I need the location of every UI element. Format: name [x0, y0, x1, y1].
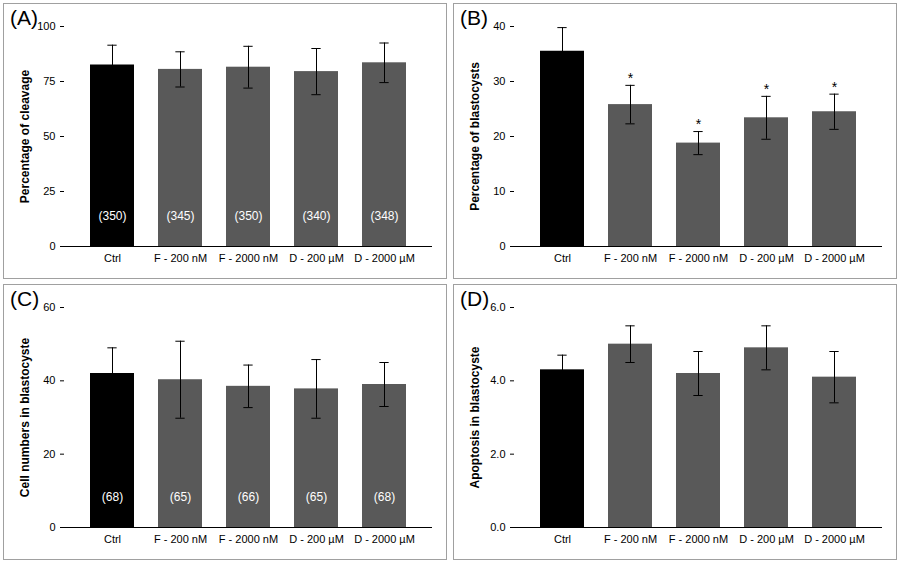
svg-text:(350): (350): [98, 209, 126, 223]
svg-text:Ctrl: Ctrl: [554, 533, 571, 545]
svg-text:D - 200 µM: D - 200 µM: [289, 533, 344, 545]
svg-text:*: *: [696, 116, 702, 132]
svg-text:20: 20: [43, 448, 55, 460]
html-text:(B): (B): [460, 6, 488, 29]
svg-text:(348): (348): [370, 209, 398, 223]
svg-text:F - 2000 nM: F - 2000 nM: [219, 533, 278, 545]
svg-text:(340): (340): [302, 209, 330, 223]
svg-text:6.0: 6.0: [490, 301, 505, 313]
svg-text:D - 200 µM: D - 200 µM: [289, 252, 344, 264]
svg-text:0: 0: [49, 521, 55, 533]
svg-text:50: 50: [43, 130, 55, 142]
svg-text:2.0: 2.0: [490, 448, 505, 460]
svg-text:(345): (345): [166, 209, 194, 223]
svg-text:75: 75: [43, 75, 55, 87]
svg-text:D - 2000 µM: D - 2000 µM: [354, 252, 415, 264]
svg-text:30: 30: [493, 75, 505, 87]
svg-text:Ctrl: Ctrl: [554, 252, 571, 264]
svg-text:F - 200 nM: F - 200 nM: [604, 533, 657, 545]
svg-text:F - 200 nM: F - 200 nM: [154, 533, 207, 545]
svg-text:(68): (68): [102, 490, 123, 504]
svg-text:4.0: 4.0: [490, 374, 505, 386]
svg-text:20: 20: [493, 130, 505, 142]
svg-text:(65): (65): [170, 490, 191, 504]
svg-text:D - 2000 µM: D - 2000 µM: [804, 533, 865, 545]
svg-text:*: *: [832, 79, 838, 95]
svg-text:F - 200 nM: F - 200 nM: [154, 252, 207, 264]
svg-text:(66): (66): [238, 490, 259, 504]
svg-text:Ctrl: Ctrl: [104, 533, 121, 545]
svg-text:*: *: [628, 70, 634, 86]
svg-text:0: 0: [499, 240, 505, 252]
svg-text:60: 60: [43, 301, 55, 313]
svg-text:(68): (68): [374, 490, 395, 504]
svg-text:F - 2000 nM: F - 2000 nM: [219, 252, 278, 264]
svg-text:Cell numbers in blastocyste: Cell numbers in blastocyste: [18, 337, 32, 497]
svg-text:F - 2000 nM: F - 2000 nM: [669, 533, 728, 545]
svg-text:D - 200 µM: D - 200 µM: [739, 533, 794, 545]
svg-text:0.0: 0.0: [490, 521, 505, 533]
svg-text:D - 2000 µM: D - 2000 µM: [354, 533, 415, 545]
svg-text:100: 100: [37, 20, 55, 32]
svg-text:(350): (350): [234, 209, 262, 223]
svg-text:Percentage of blastocysts: Percentage of blastocysts: [468, 62, 482, 211]
html-text:(C): (C): [10, 287, 40, 310]
svg-text:(65): (65): [306, 490, 327, 504]
svg-text:0: 0: [49, 240, 55, 252]
svg-text:D - 200 µM: D - 200 µM: [739, 252, 794, 264]
svg-text:40: 40: [493, 20, 505, 32]
html-text:(D): (D): [460, 287, 490, 310]
svg-text:Ctrl: Ctrl: [104, 252, 121, 264]
svg-text:Apoptosis in blastocyste: Apoptosis in blastocyste: [468, 346, 482, 488]
svg-text:40: 40: [43, 374, 55, 386]
svg-text:F - 200 nM: F - 200 nM: [604, 252, 657, 264]
svg-text:D - 2000 µM: D - 2000 µM: [804, 252, 865, 264]
svg-text:10: 10: [493, 185, 505, 197]
html-text:(A): (A): [10, 6, 38, 29]
svg-text:F - 2000 nM: F - 2000 nM: [669, 252, 728, 264]
svg-text:Percentage of cleavage: Percentage of cleavage: [18, 69, 32, 203]
svg-text:25: 25: [43, 185, 55, 197]
svg-text:*: *: [764, 81, 770, 97]
